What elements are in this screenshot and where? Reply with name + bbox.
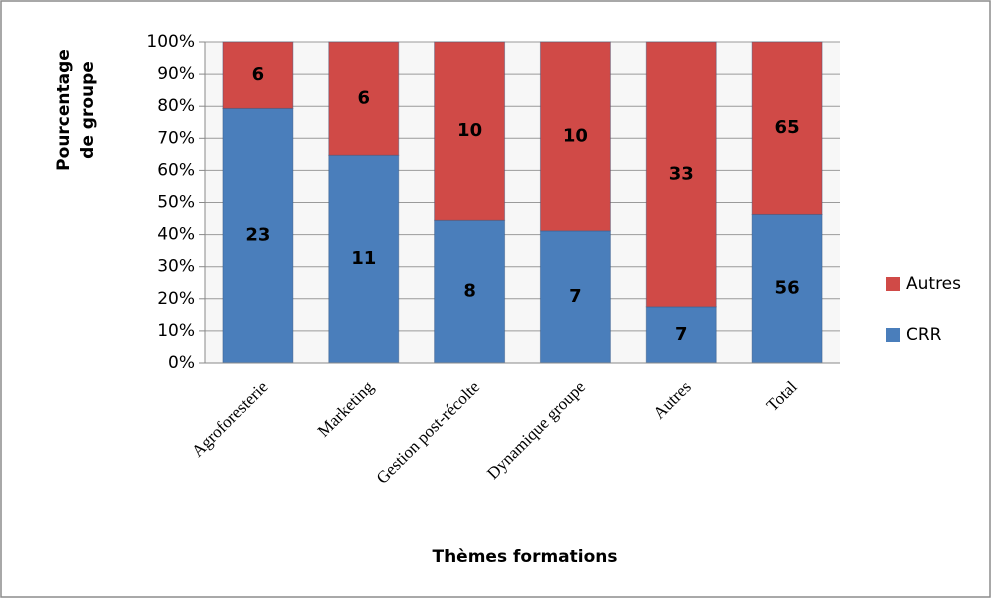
y-tick-label: 0% <box>168 353 195 373</box>
y-tick-label: 60% <box>157 160 195 180</box>
y-axis-title: Pourcentage <box>54 49 74 171</box>
y-tick-label: 40% <box>157 225 195 245</box>
data-label: 7 <box>675 324 688 345</box>
legend-swatch <box>886 328 900 342</box>
bar-segment <box>539 41 611 232</box>
bar-segment <box>328 41 400 156</box>
data-label: 65 <box>775 117 800 138</box>
data-label: 6 <box>357 88 370 109</box>
y-tick-label: 20% <box>157 289 195 309</box>
y-axis-title: de groupe <box>78 61 98 159</box>
legend-swatch <box>886 277 900 291</box>
legend-label: CRR <box>906 325 942 345</box>
data-label: 33 <box>669 163 694 184</box>
data-label: 23 <box>245 225 270 246</box>
data-label: 10 <box>563 125 588 146</box>
bar-segment <box>645 306 717 364</box>
y-tick-label: 50% <box>157 193 195 213</box>
bar-segment <box>645 41 717 308</box>
data-label: 8 <box>463 281 476 302</box>
y-tick-label: 90% <box>157 64 195 84</box>
bar-segment <box>751 213 823 364</box>
data-label: 11 <box>351 248 376 269</box>
data-label: 10 <box>457 120 482 141</box>
bar-segment <box>434 41 506 221</box>
x-axis-title: Thèmes formations <box>432 547 617 567</box>
bar-segment <box>222 107 294 364</box>
y-tick-label: 100% <box>146 32 195 52</box>
data-label: 56 <box>775 278 800 299</box>
legend-label: Autres <box>906 274 961 294</box>
data-label: 7 <box>569 286 582 307</box>
y-tick-label: 80% <box>157 96 195 116</box>
bar-segment <box>751 41 823 215</box>
y-tick-label: 10% <box>157 321 195 341</box>
bar-segment <box>434 219 506 364</box>
y-tick-label: 30% <box>157 257 195 277</box>
data-label: 6 <box>252 64 265 85</box>
y-tick-label: 70% <box>157 128 195 148</box>
bar-segment <box>222 41 294 109</box>
bar-segment <box>328 154 400 364</box>
bar-segment <box>539 230 611 364</box>
